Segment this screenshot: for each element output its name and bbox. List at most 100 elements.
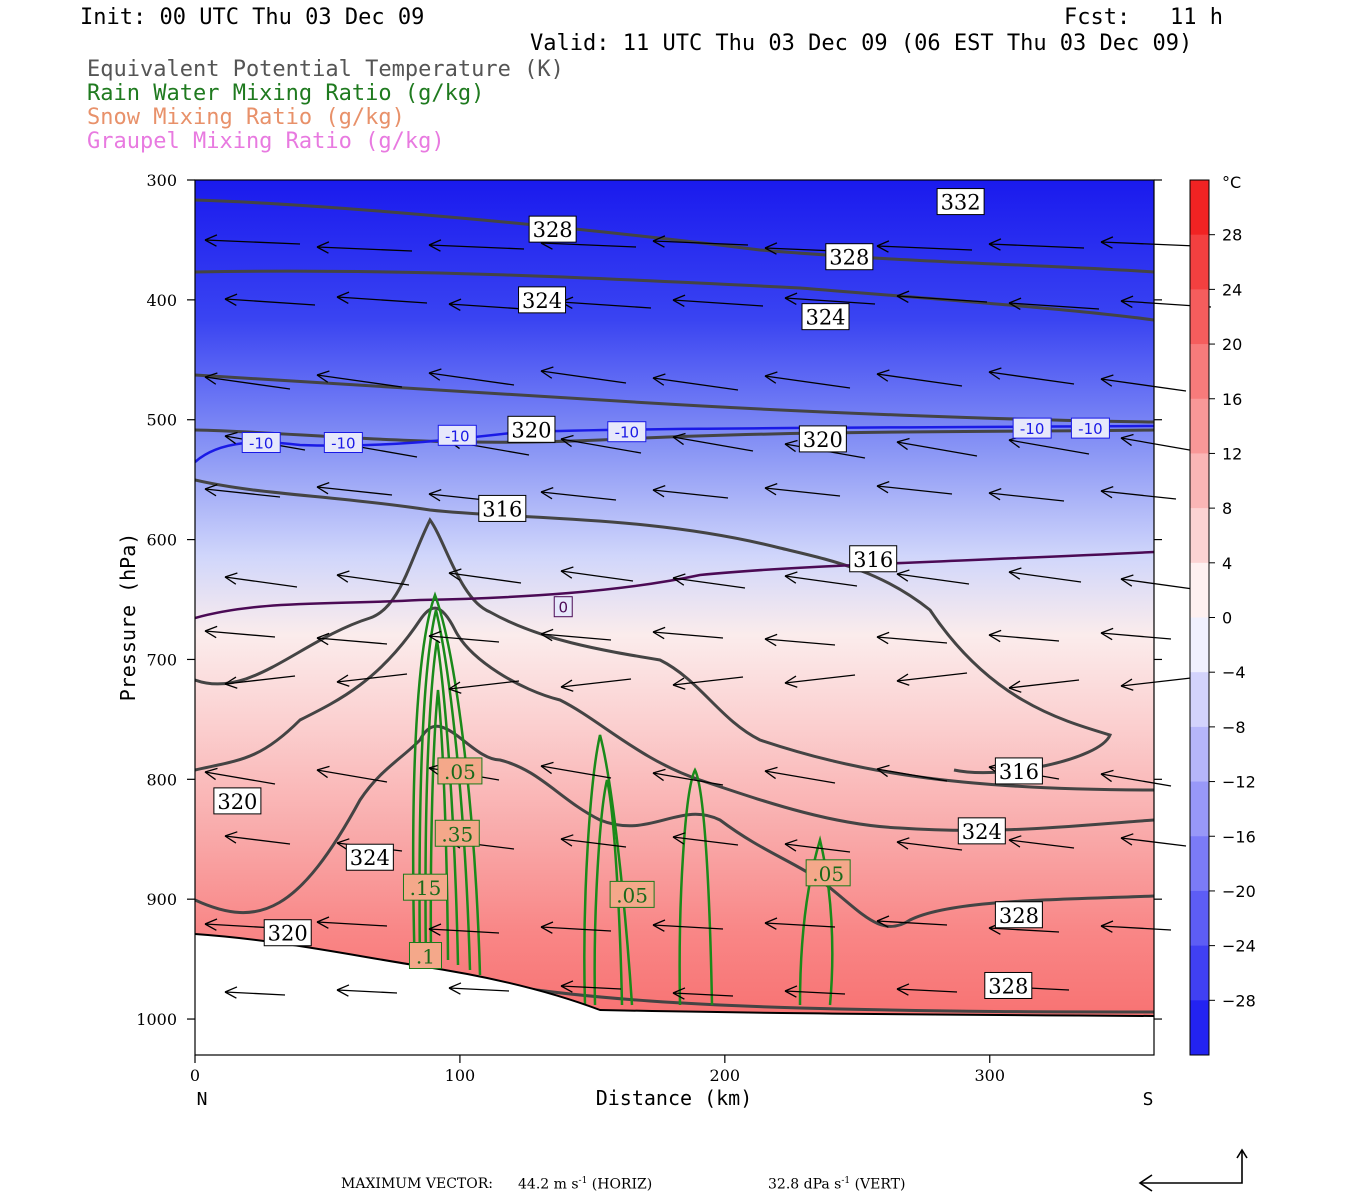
wind-arrow xyxy=(764,917,836,930)
x-axis-label: Distance (km) xyxy=(596,1086,753,1110)
colorbar-tick-label: 20 xyxy=(1222,335,1242,354)
y-axis-label: Pressure (hPa) xyxy=(116,533,140,702)
colorbar-bin xyxy=(1190,672,1209,728)
wind-arrow xyxy=(876,369,963,387)
wind-arrow xyxy=(896,983,958,996)
theta-e-label-box xyxy=(213,787,262,815)
colorbar-bin xyxy=(1190,398,1209,454)
ground-surface xyxy=(194,933,1155,1055)
rain-label: .35 xyxy=(441,822,473,846)
wind-arrow xyxy=(1120,677,1192,691)
colorbar-tick-label: −12 xyxy=(1222,773,1256,792)
wind-arrow xyxy=(896,290,988,303)
wind-arrow xyxy=(784,985,846,998)
wind-arrow xyxy=(876,915,948,928)
colorbar-tick-label: 4 xyxy=(1222,554,1232,573)
wind-arrow xyxy=(540,487,617,501)
theta-e-label: 332 xyxy=(941,191,981,215)
isotherm-label: -10 xyxy=(1020,420,1045,438)
reference-vector xyxy=(1138,1148,1248,1192)
wind-arrow xyxy=(784,839,851,853)
legend-graupel: Graupel Mixing Ratio (g/kg) xyxy=(87,129,445,154)
theta-e-label-box xyxy=(518,286,567,314)
colorbar-tick-label: −24 xyxy=(1222,937,1256,956)
colorbar-tick-label: −28 xyxy=(1222,991,1256,1010)
colorbar-bin xyxy=(1190,562,1209,618)
wind-arrow xyxy=(428,630,500,644)
vert-tag: (VERT) xyxy=(854,1176,906,1193)
colorbar-tick-label: 24 xyxy=(1222,280,1242,299)
y-tick-label: 600 xyxy=(146,531,177,550)
colorbar-bin xyxy=(1190,344,1209,400)
theta-e-label-box xyxy=(825,243,874,271)
rain-label: .05 xyxy=(812,862,844,886)
wind-arrow xyxy=(764,371,851,389)
isotherm-label-box xyxy=(553,596,573,618)
colorbar: 28 24 20 16 12 8 4 0 −4 −8 −12 −16 −20 −24 −28 xyxy=(1189,179,1256,1056)
x-tick-label: 0 xyxy=(190,1066,200,1085)
wind-arrow xyxy=(652,373,739,391)
wind-arrow xyxy=(316,482,393,496)
theta-e-label-box xyxy=(507,415,556,443)
wind-arrow xyxy=(224,675,296,689)
wind-arrow xyxy=(652,768,724,786)
contour-labels: 332 328 328 324 324 320 320 316 316 316 320 324 324 3… xyxy=(213,188,1110,999)
wind-arrow xyxy=(204,918,276,931)
wind-arrow xyxy=(652,626,724,640)
wind-arrow xyxy=(316,370,403,388)
wind-arrow xyxy=(448,982,510,995)
theta-e-label: 324 xyxy=(350,846,390,870)
y-tick-label: 700 xyxy=(146,650,177,669)
x-ticks: 0 100 200 300 xyxy=(190,1055,1005,1085)
y-tick-label: 400 xyxy=(146,291,177,310)
wind-arrow xyxy=(1008,297,1100,310)
rain-label: .05 xyxy=(616,883,648,907)
colorbar-bin xyxy=(1190,289,1209,345)
theta-e-label: 320 xyxy=(268,922,308,946)
wind-arrow xyxy=(560,678,632,692)
isotherm-label: -10 xyxy=(445,427,470,445)
colorbar-tick-label: −20 xyxy=(1222,882,1256,901)
y-ticks: 300 400 500 600 700 800 900 1000 xyxy=(136,171,1162,1029)
wind-arrow xyxy=(224,572,298,588)
max-vector-label: MAXIMUM VECTOR: xyxy=(341,1176,493,1192)
horiz-exponent: -1 xyxy=(578,1176,588,1186)
wind-arrow xyxy=(1008,567,1082,583)
isotherm-label: 0 xyxy=(558,599,568,617)
theta-e-label: 324 xyxy=(522,289,562,313)
wind-arrow xyxy=(204,484,281,498)
colorbar-tick-label: −16 xyxy=(1222,827,1256,846)
x-end-label-north: N xyxy=(197,1089,208,1110)
colorbar-bin xyxy=(1190,453,1209,509)
isotherm-label: -10 xyxy=(615,424,640,442)
temperature-shading xyxy=(195,180,1154,1055)
rain-label-box xyxy=(609,880,655,908)
forecast-hour: Fcst: 11 h xyxy=(1064,5,1223,30)
x-end-label-south: S xyxy=(1143,1089,1154,1110)
theta-e-label: 316 xyxy=(853,548,893,572)
theta-e-label-box xyxy=(801,303,850,331)
colorbar-tick-label: −4 xyxy=(1222,663,1246,682)
y-tick-label: 300 xyxy=(146,171,177,190)
wind-arrow xyxy=(224,293,316,306)
colorbar-tick-label: 28 xyxy=(1222,226,1242,245)
theta-e-label: 328 xyxy=(988,974,1028,998)
theta-e-label-box xyxy=(994,757,1043,785)
wind-arrow xyxy=(448,568,522,584)
wind-arrow xyxy=(764,766,836,784)
theta-e-label: 328 xyxy=(829,246,869,270)
wind-arrow xyxy=(336,673,408,687)
wind-arrow xyxy=(428,239,525,252)
colorbar-bin xyxy=(1190,180,1209,236)
wind-arrow xyxy=(672,676,744,690)
wind-arrow xyxy=(896,569,970,585)
wind-arrow xyxy=(540,366,627,384)
theta-e-label-box xyxy=(345,843,394,871)
wind-arrow xyxy=(988,238,1085,251)
wind-arrow xyxy=(672,832,739,846)
wind-arrow xyxy=(560,834,627,848)
wind-arrow xyxy=(204,372,291,390)
rain-label: .05 xyxy=(444,760,476,784)
colorbar-bin xyxy=(1190,1000,1209,1056)
